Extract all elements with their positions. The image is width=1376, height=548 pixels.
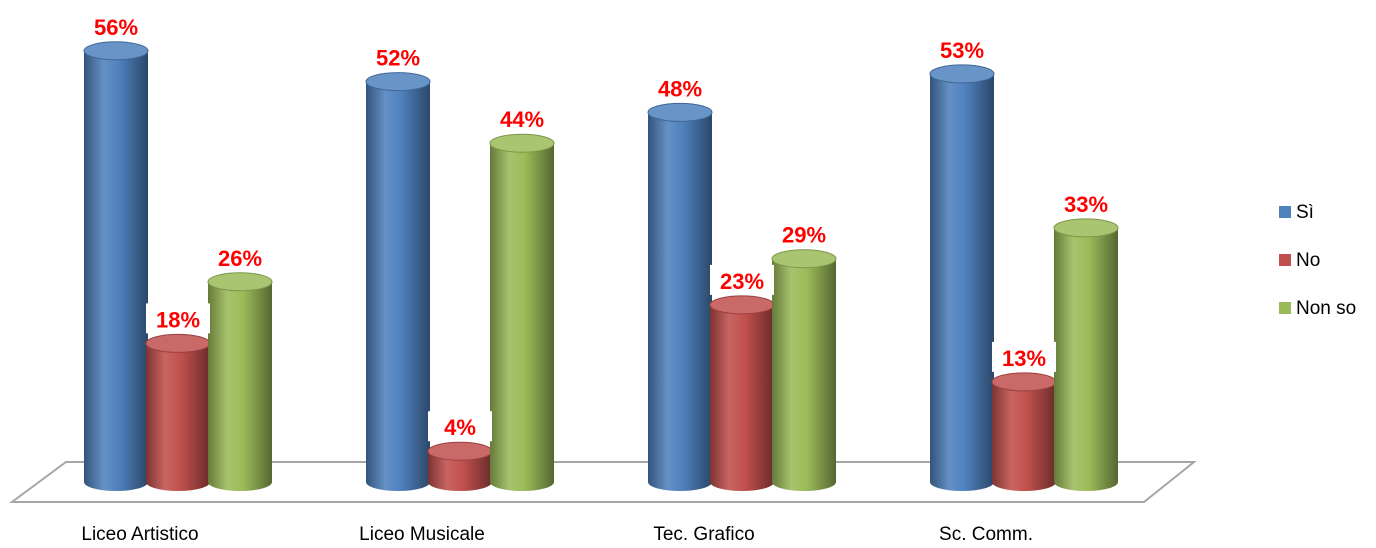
- category-label-1: Liceo Musicale: [359, 524, 485, 545]
- bar-3-0: [929, 64, 995, 492]
- legend-swatch-0: [1279, 206, 1291, 218]
- data-label-1-2: 44%: [500, 107, 544, 132]
- data-label-3-1: 13%: [1002, 346, 1046, 371]
- legend-swatch-1: [1279, 254, 1291, 266]
- category-label-0: Liceo Artistico: [81, 524, 198, 545]
- data-label-0-0: 56%: [94, 15, 138, 40]
- bar-0-2: [207, 272, 273, 491]
- category-label-2: Tec. Grafico: [653, 524, 754, 545]
- data-label-3-0: 53%: [940, 38, 984, 63]
- bar-1-0: [365, 72, 431, 491]
- data-label-2-0: 48%: [658, 76, 702, 101]
- bar-2-1: [709, 295, 775, 491]
- legend-label-0: Sì: [1296, 202, 1314, 223]
- legend-swatch-2: [1279, 302, 1291, 314]
- data-label-1-0: 52%: [376, 46, 420, 71]
- bar-0-0: [83, 41, 149, 492]
- bar-1-2: [489, 133, 555, 491]
- bar-2-2: [771, 249, 837, 491]
- data-label-0-1: 18%: [156, 307, 200, 332]
- category-label-3: Sc. Comm.: [939, 524, 1033, 545]
- legend-label-2: Non so: [1296, 298, 1356, 319]
- data-label-3-2: 33%: [1064, 192, 1108, 217]
- bar-1-1: [427, 441, 493, 491]
- legend-label-1: No: [1296, 250, 1320, 271]
- data-label-2-2: 29%: [782, 223, 826, 248]
- data-label-1-1: 4%: [444, 415, 476, 440]
- data-label-2-1: 23%: [720, 269, 764, 294]
- data-label-0-2: 26%: [218, 246, 262, 271]
- bar-3-2: [1053, 218, 1119, 491]
- bar-0-1: [145, 333, 211, 491]
- bar-3-1: [991, 372, 1057, 491]
- legend: Sì No Non so: [1279, 202, 1356, 319]
- bar-2-0: [647, 102, 713, 492]
